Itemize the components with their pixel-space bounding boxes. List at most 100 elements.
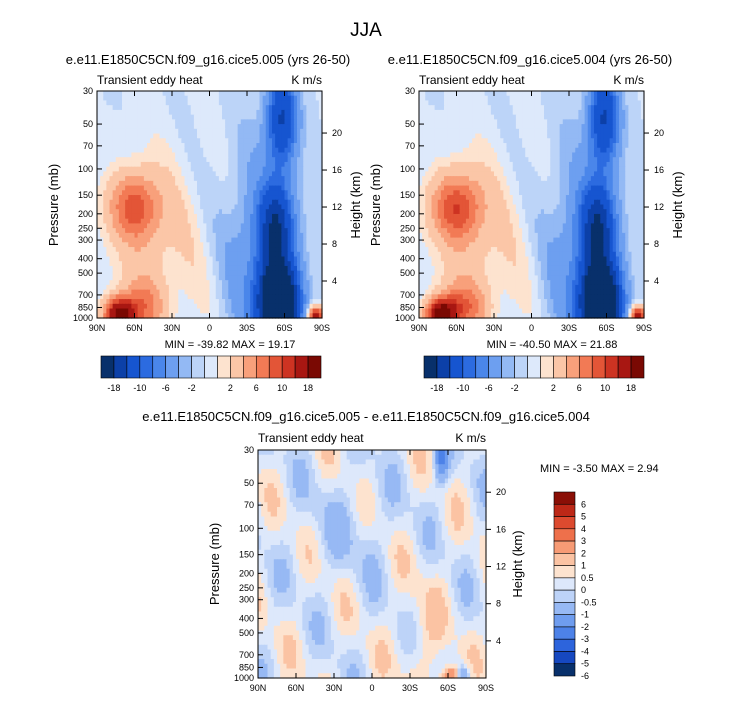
panel-1-cell: [115, 289, 120, 295]
panel-1-cell: [100, 147, 104, 154]
panel-2-cell: [475, 95, 479, 102]
panel-2-cell: [637, 109, 642, 116]
panel-1-cell: [125, 185, 129, 191]
panel-1-cell: [162, 213, 167, 220]
panel-2-cell: [628, 157, 633, 163]
panel-2-cell: [440, 171, 445, 177]
panel-1-cell: [106, 251, 111, 258]
panel-1-cell: [247, 157, 251, 163]
panel-1-cell: [165, 91, 170, 97]
panel-1-cell: [278, 209, 282, 215]
panel-1-cell: [178, 109, 182, 116]
panel-1-cell: [165, 218, 170, 225]
panel-1-cell: [103, 157, 107, 163]
panel-2-cell: [631, 152, 636, 158]
panel-1-cell: [290, 185, 295, 191]
panel-2-cell: [625, 124, 629, 130]
panel-1-cell: [112, 157, 117, 163]
panel-2-cell: [419, 171, 423, 177]
panel-2-cell: [515, 109, 520, 116]
panel-1-cell: [156, 195, 161, 201]
panel-1-cell: [112, 105, 117, 111]
panel-1-cell: [237, 265, 242, 272]
panel-1-cell: [137, 190, 142, 196]
panel-1-cell: [222, 232, 226, 239]
panel-1-cell: [275, 114, 279, 120]
panel-1-cell: [312, 204, 317, 210]
panel-1-cell: [318, 171, 323, 177]
panel-2-cell: [509, 128, 514, 135]
panel-1-cell: [118, 218, 123, 225]
panel-1-cell: [312, 284, 317, 291]
panel-1-cell: [237, 185, 242, 191]
panel-2-cell: [515, 114, 520, 120]
panel-1-y-tick-label: 100: [78, 164, 93, 174]
panel-1-cell: [297, 218, 301, 225]
panel-2-cell: [615, 143, 620, 149]
panel-1-cell: [100, 275, 104, 281]
panel-1-cell: [237, 289, 242, 295]
panel-2-cell: [628, 114, 633, 120]
panel-1-cell: [231, 185, 236, 191]
panel-1-colorbar-swatch: [113, 355, 128, 379]
panel-1-cell: [318, 180, 323, 187]
panel-1-cell: [137, 143, 142, 149]
panel-1-cell: [203, 237, 207, 243]
panel-1-cell: [181, 171, 186, 177]
panel-1-cell: [300, 289, 304, 295]
panel-1-cell: [187, 228, 192, 234]
panel-1-cell: [215, 256, 220, 262]
panel-1-cell: [278, 166, 282, 172]
panel-2-cell: [515, 157, 520, 163]
panel-1-cell: [253, 185, 257, 191]
panel-1-cell: [168, 91, 173, 97]
panel-1-cell: [181, 138, 186, 144]
panel-1-cell: [243, 270, 248, 277]
panel-2-cell: [584, 138, 589, 144]
panel-1-cell: [272, 213, 276, 220]
panel-1-cell: [240, 157, 245, 163]
panel-1-cell: [187, 265, 192, 272]
panel-2-cell: [584, 143, 589, 149]
panel-1-cell: [228, 195, 232, 201]
panel-1-cell: [312, 289, 317, 295]
panel-1-cell: [293, 284, 298, 291]
panel-1-cell: [256, 180, 261, 187]
panel-1-cell: [128, 284, 132, 291]
panel-1-cell: [243, 280, 248, 286]
panel-2-cell: [428, 119, 433, 125]
panel-2-cell: [444, 152, 448, 158]
panel-1-cell: [193, 176, 198, 182]
panel-1-cell: [168, 128, 173, 135]
panel-2-cell: [462, 105, 467, 111]
panel-1-cell: [247, 128, 251, 135]
panel-1-cell: [300, 251, 304, 258]
panel-1-cell: [112, 232, 117, 239]
panel-1-cell: [215, 247, 220, 253]
panel-1-cell: [203, 100, 207, 106]
panel-1-cell: [128, 223, 132, 229]
panel-1-cell: [118, 105, 123, 111]
panel-1-cell: [243, 133, 248, 139]
panel-2-cell: [587, 91, 592, 97]
panel-1-cell: [315, 289, 320, 295]
panel-2-cell: [475, 171, 479, 177]
panel-1-cell: [109, 105, 114, 111]
panel-2-cell: [581, 119, 586, 125]
panel-1-cell: [312, 242, 317, 248]
panel-2-cell: [594, 143, 598, 149]
panel-1-cell: [306, 247, 311, 253]
panel-1-cell: [118, 161, 123, 168]
panel-1-cell: [234, 299, 239, 305]
panel-2-cell: [600, 109, 604, 116]
panel-1-cell: [278, 180, 282, 187]
panel-2-cell: [462, 143, 467, 149]
panel-1-cell: [193, 247, 198, 253]
panel-1-cell: [234, 270, 239, 277]
panel-2-cell: [575, 166, 579, 172]
panel-1-cell: [165, 223, 170, 229]
panel-1-cell: [275, 270, 279, 277]
panel-2-cell: [615, 147, 620, 154]
panel-1-cell: [259, 232, 264, 239]
panel-1-cell: [190, 270, 195, 277]
